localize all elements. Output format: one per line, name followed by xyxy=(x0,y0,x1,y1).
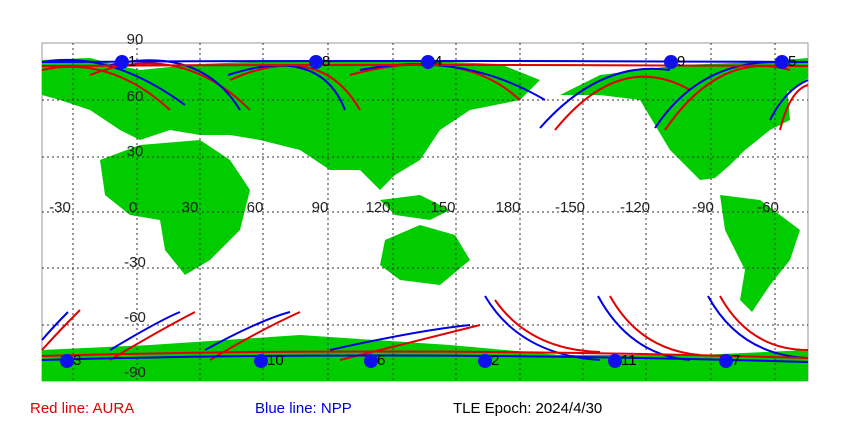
satellite-marker xyxy=(364,354,378,368)
satellite-marker xyxy=(309,55,323,69)
grid xyxy=(42,43,808,381)
satellite-label: 9 xyxy=(677,53,685,70)
tle-epoch: TLE Epoch: 2024/4/30 xyxy=(453,400,602,417)
satellite-label: 3 xyxy=(73,352,81,369)
lon-label: -120 xyxy=(620,199,650,216)
satellite-label: 10 xyxy=(267,352,284,369)
satellite-marker xyxy=(421,55,435,69)
satellite-label: 8 xyxy=(322,53,330,70)
lon-label: -60 xyxy=(757,199,779,216)
satellite-label: 6 xyxy=(377,352,385,369)
satellite-marker xyxy=(60,354,74,368)
lon-label: 150 xyxy=(430,199,455,216)
satellite-label: 2 xyxy=(491,352,499,369)
lon-label: 30 xyxy=(182,199,199,216)
lat-label: 90 xyxy=(127,31,144,48)
satellite-label: 5 xyxy=(788,53,796,70)
satellite-marker xyxy=(664,55,678,69)
satellite-marker xyxy=(775,55,789,69)
lon-label: 180 xyxy=(495,199,520,216)
lon-label: 60 xyxy=(247,199,264,216)
lon-label: -150 xyxy=(555,199,585,216)
legend-aura: Red line: AURA xyxy=(30,400,134,417)
legend-npp: Blue line: NPP xyxy=(255,400,352,417)
land xyxy=(42,58,808,381)
lon-label: 0 xyxy=(129,199,137,216)
satellite-label: 1 xyxy=(128,53,136,70)
lon-label: -90 xyxy=(692,199,714,216)
satellite-label: 7 xyxy=(732,352,740,369)
lat-label: 30 xyxy=(127,143,144,160)
lon-label: 120 xyxy=(365,199,390,216)
satellite-label: 11 xyxy=(621,352,637,369)
lat-label: -90 xyxy=(124,364,146,381)
satellite-marker xyxy=(478,354,492,368)
satellite-marker xyxy=(608,354,622,368)
tracks xyxy=(41,58,809,363)
satellite-marker xyxy=(254,354,268,368)
lat-label: -30 xyxy=(124,254,146,271)
lon-label: -30 xyxy=(49,199,71,216)
lat-label: 60 xyxy=(127,88,144,105)
labels: -30 0 30 60 90 120 150 180 -150 -120 -90 -60 90 60 30 -… xyxy=(49,31,796,381)
lat-label: -60 xyxy=(124,309,146,326)
satellite-marker xyxy=(115,55,129,69)
lon-label: 90 xyxy=(312,199,329,216)
satellite-marker xyxy=(719,354,733,368)
satellite-label: 4 xyxy=(434,53,442,70)
